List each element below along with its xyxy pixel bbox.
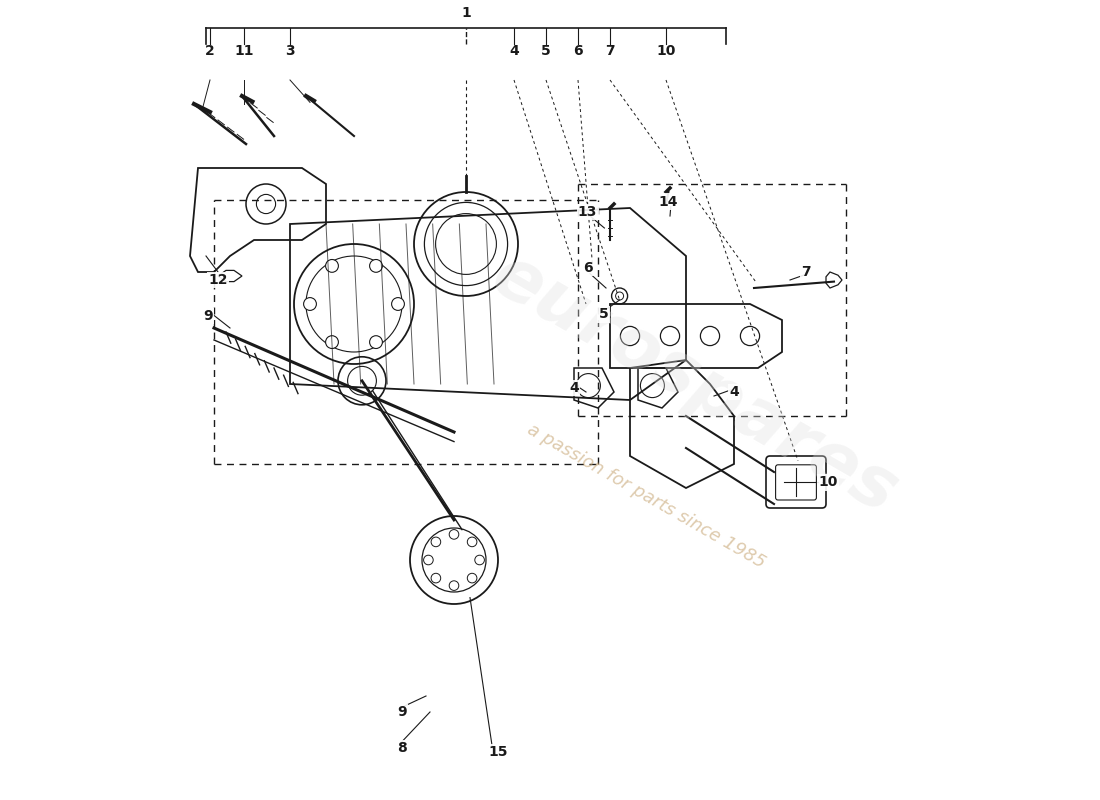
Text: 9: 9 bbox=[397, 705, 407, 719]
Text: 4: 4 bbox=[569, 381, 579, 395]
Text: 5: 5 bbox=[598, 307, 608, 322]
Circle shape bbox=[370, 259, 383, 272]
Text: 7: 7 bbox=[605, 44, 615, 58]
Text: 11: 11 bbox=[234, 44, 254, 58]
Text: 15: 15 bbox=[488, 745, 508, 759]
Text: 9: 9 bbox=[202, 309, 212, 323]
Text: 13: 13 bbox=[578, 205, 597, 219]
Text: 2: 2 bbox=[205, 44, 214, 58]
Text: 4: 4 bbox=[509, 44, 519, 58]
Circle shape bbox=[326, 336, 339, 349]
Text: 4: 4 bbox=[729, 385, 739, 399]
Circle shape bbox=[449, 581, 459, 590]
Circle shape bbox=[304, 298, 317, 310]
Text: 8: 8 bbox=[397, 741, 407, 755]
Circle shape bbox=[370, 336, 383, 349]
Text: 10: 10 bbox=[657, 44, 675, 58]
Text: eurospares: eurospares bbox=[478, 240, 909, 528]
Circle shape bbox=[326, 259, 339, 272]
Text: 1: 1 bbox=[461, 6, 471, 20]
Circle shape bbox=[475, 555, 484, 565]
Text: 6: 6 bbox=[573, 44, 583, 58]
Text: 3: 3 bbox=[285, 44, 295, 58]
Text: 7: 7 bbox=[801, 265, 811, 279]
Text: 5: 5 bbox=[541, 44, 551, 58]
Text: 10: 10 bbox=[818, 475, 838, 490]
Circle shape bbox=[468, 574, 477, 583]
Circle shape bbox=[468, 537, 477, 546]
Text: 6: 6 bbox=[583, 261, 593, 275]
Circle shape bbox=[431, 537, 441, 546]
Circle shape bbox=[392, 298, 405, 310]
Text: 12: 12 bbox=[208, 273, 228, 287]
Text: a passion for parts since 1985: a passion for parts since 1985 bbox=[524, 420, 768, 572]
Circle shape bbox=[431, 574, 441, 583]
Circle shape bbox=[449, 530, 459, 539]
Circle shape bbox=[424, 555, 433, 565]
Text: 14: 14 bbox=[659, 194, 678, 209]
